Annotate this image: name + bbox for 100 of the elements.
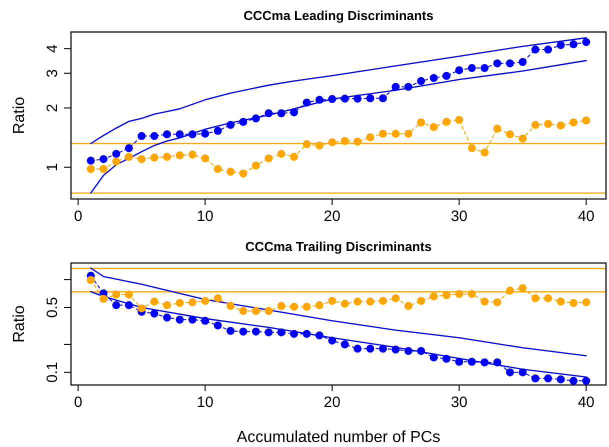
point	[366, 133, 374, 142]
point	[544, 46, 552, 54]
point	[150, 132, 158, 140]
point	[493, 124, 502, 133]
point	[442, 354, 450, 363]
point	[404, 302, 412, 310]
point	[124, 301, 133, 310]
point	[252, 162, 260, 170]
point	[569, 376, 578, 385]
point	[277, 302, 286, 310]
y-tick-label: 2	[44, 104, 61, 112]
point	[468, 358, 476, 366]
point	[556, 41, 565, 50]
point	[582, 376, 590, 385]
point	[264, 109, 273, 118]
x-tick-label: 10	[196, 394, 214, 411]
point	[176, 151, 184, 160]
point	[556, 121, 565, 130]
point	[340, 136, 349, 145]
point	[100, 164, 108, 173]
point	[264, 306, 273, 315]
point	[340, 94, 349, 103]
point	[493, 59, 502, 68]
point	[442, 291, 450, 300]
point	[518, 134, 527, 142]
point	[442, 72, 450, 80]
point	[531, 374, 540, 382]
point	[392, 346, 400, 354]
point	[506, 286, 514, 295]
x-tick-label: 0	[74, 394, 82, 411]
point	[455, 358, 464, 366]
point	[404, 82, 412, 91]
point	[366, 298, 374, 306]
point	[226, 168, 235, 176]
point	[150, 298, 158, 306]
point	[264, 328, 273, 336]
point	[531, 120, 540, 129]
point	[455, 66, 464, 74]
point	[112, 157, 120, 166]
x-tick-label: 30	[450, 208, 468, 225]
point	[315, 96, 324, 104]
point	[277, 109, 286, 118]
point	[163, 301, 172, 310]
point	[86, 164, 95, 173]
point	[392, 294, 400, 302]
point	[150, 310, 158, 318]
point	[531, 294, 540, 302]
point	[163, 152, 172, 161]
point	[506, 130, 514, 138]
line-series	[90, 267, 587, 356]
point	[124, 152, 133, 161]
point	[302, 302, 311, 311]
y-tick-label: 0.1	[44, 362, 61, 383]
point	[328, 138, 336, 146]
point	[188, 150, 196, 159]
point	[176, 316, 184, 324]
point	[124, 290, 133, 299]
point	[582, 38, 590, 46]
point	[366, 94, 374, 102]
point	[455, 116, 464, 124]
point	[417, 296, 426, 305]
point	[239, 306, 248, 315]
point	[518, 284, 527, 292]
point	[468, 64, 476, 72]
point	[340, 300, 349, 308]
point	[455, 290, 464, 298]
point	[163, 314, 172, 322]
point	[188, 130, 196, 138]
point	[100, 155, 108, 164]
point	[544, 294, 552, 302]
point	[201, 316, 210, 325]
point	[531, 46, 540, 54]
point	[480, 64, 489, 72]
point	[100, 294, 108, 303]
point	[392, 82, 400, 91]
point	[315, 331, 324, 340]
point	[328, 336, 336, 345]
point	[493, 358, 502, 366]
point	[138, 304, 146, 312]
x-tick-label: 20	[324, 394, 340, 411]
point	[124, 144, 133, 152]
point	[302, 140, 311, 148]
point	[468, 290, 476, 298]
point	[328, 296, 336, 305]
point	[290, 330, 298, 338]
point	[392, 130, 400, 138]
x-tick-label: 40	[578, 208, 595, 225]
point	[290, 152, 298, 161]
y-tick-label: 3	[44, 69, 61, 78]
point	[112, 150, 120, 158]
point	[480, 148, 489, 156]
point	[138, 132, 146, 140]
chart-title: CCCma Trailing Discriminants	[245, 239, 432, 254]
point	[252, 328, 260, 336]
point	[556, 298, 565, 306]
point	[468, 144, 476, 152]
point	[518, 58, 527, 66]
point	[354, 298, 362, 306]
point	[354, 344, 362, 353]
point	[544, 120, 552, 128]
